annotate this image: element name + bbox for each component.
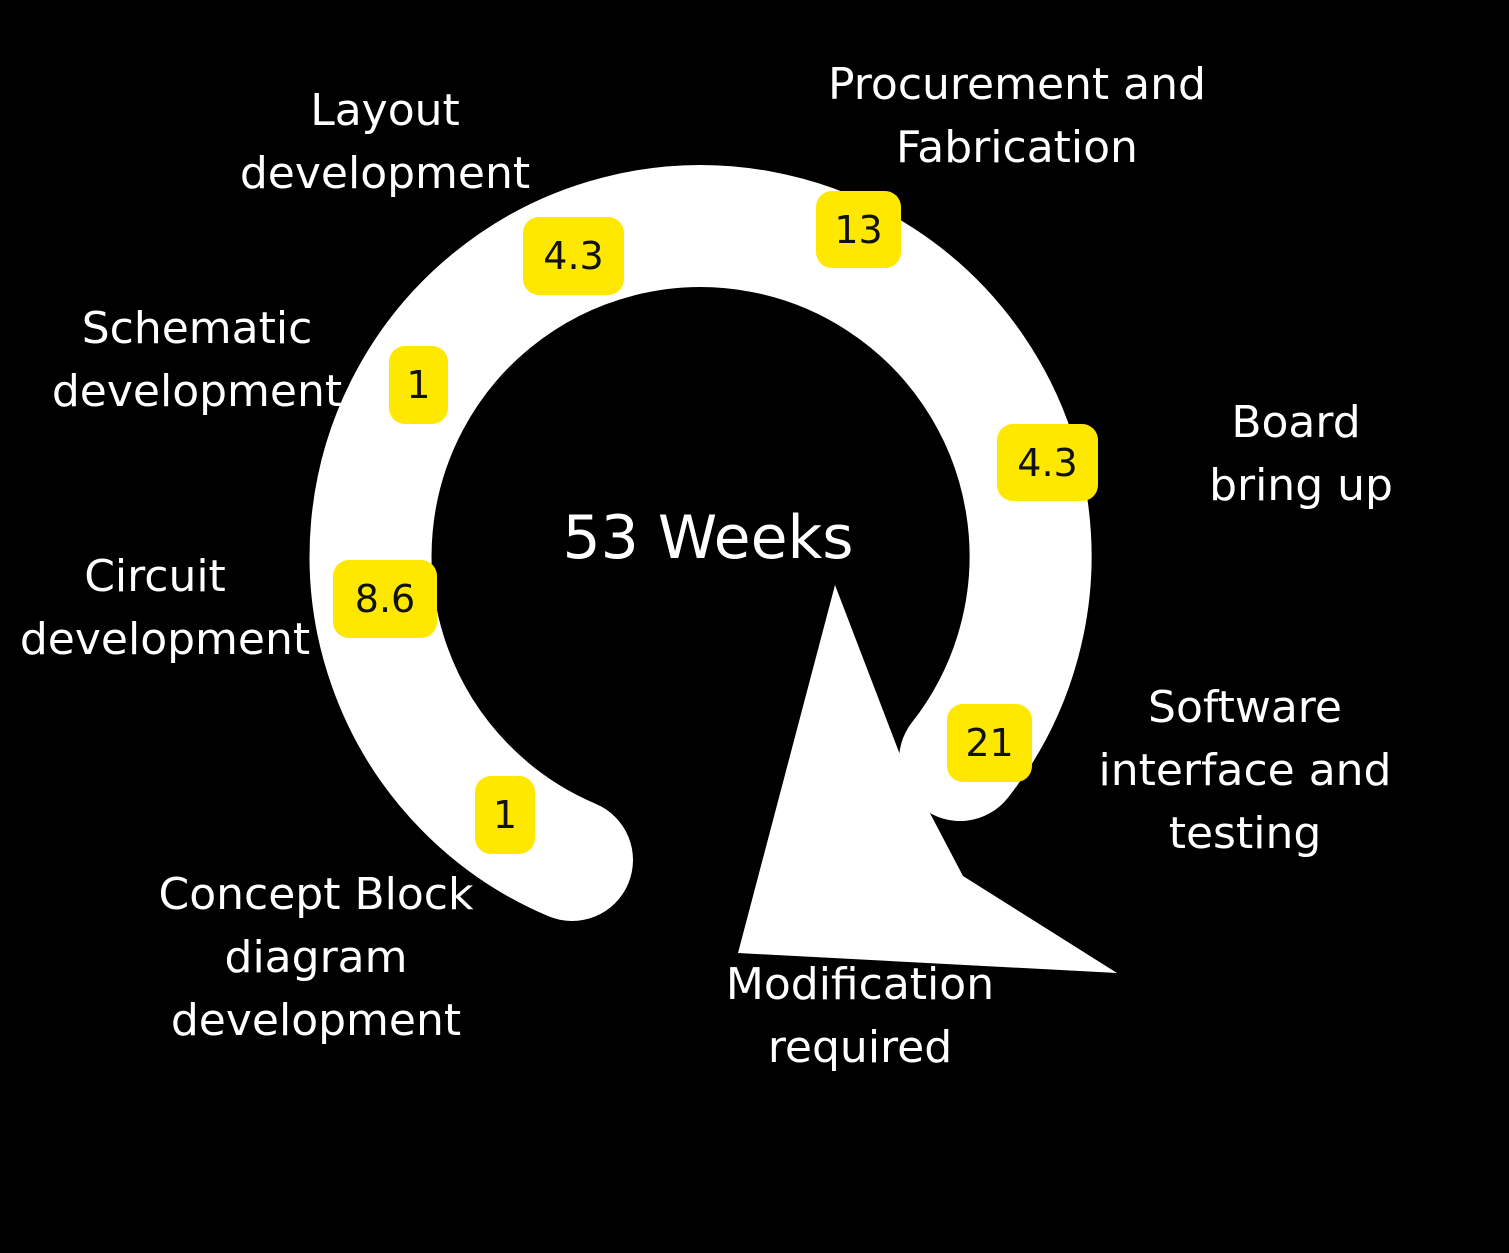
total-duration: 53 Weeks [562, 503, 854, 573]
stage-label-line: interface and [1098, 745, 1392, 796]
stage-label-line: Board [1231, 397, 1361, 448]
stage-label-line: diagram [224, 932, 408, 983]
stage-label-modification: Modification required [700, 953, 1020, 1079]
stage-label-procurement: Procurement and Fabrication [812, 53, 1222, 179]
stage-label-line: Concept Block [158, 869, 474, 920]
stage-label-line: Schematic [81, 303, 313, 354]
stage-label-schematic: Schematic development [40, 297, 354, 423]
weeks-badge-schematic: 1 [389, 346, 448, 424]
weeks-badge-bringup: 4.3 [997, 424, 1098, 501]
stage-label-circuit: Circuit development [10, 545, 320, 671]
arrow-head-icon [738, 585, 1117, 973]
stage-label-line: development [170, 995, 462, 1046]
stage-label-line: development [239, 148, 531, 199]
weeks-badge-procurement: 13 [816, 191, 901, 268]
stage-label-line: Procurement and [828, 59, 1206, 110]
weeks-badge-circuit: 8.6 [333, 560, 437, 638]
weeks-badge-layout: 4.3 [523, 217, 624, 295]
weeks-badge-software: 21 [947, 704, 1032, 782]
stage-label-line: bring up [1209, 460, 1393, 511]
stage-label-software: Software interface and testing [1090, 676, 1400, 865]
stage-label-layout: Layout development [230, 79, 540, 205]
stage-label-line: Circuit [84, 551, 226, 602]
stage-label-line: development [51, 366, 343, 417]
stage-label-line: Modification [725, 959, 995, 1010]
stage-label-line: testing [1168, 808, 1322, 859]
stage-label-line: development [19, 614, 311, 665]
stage-label-line: Fabrication [896, 122, 1138, 173]
stage-label-line: required [767, 1022, 953, 1073]
stage-label-line: Software [1148, 682, 1342, 733]
weeks-badge-concept: 1 [475, 776, 535, 854]
stage-label-concept: Concept Block diagram development [116, 863, 516, 1052]
stage-label-bringup: Board bring up [1186, 391, 1416, 517]
stage-label-line: Layout [310, 85, 460, 136]
